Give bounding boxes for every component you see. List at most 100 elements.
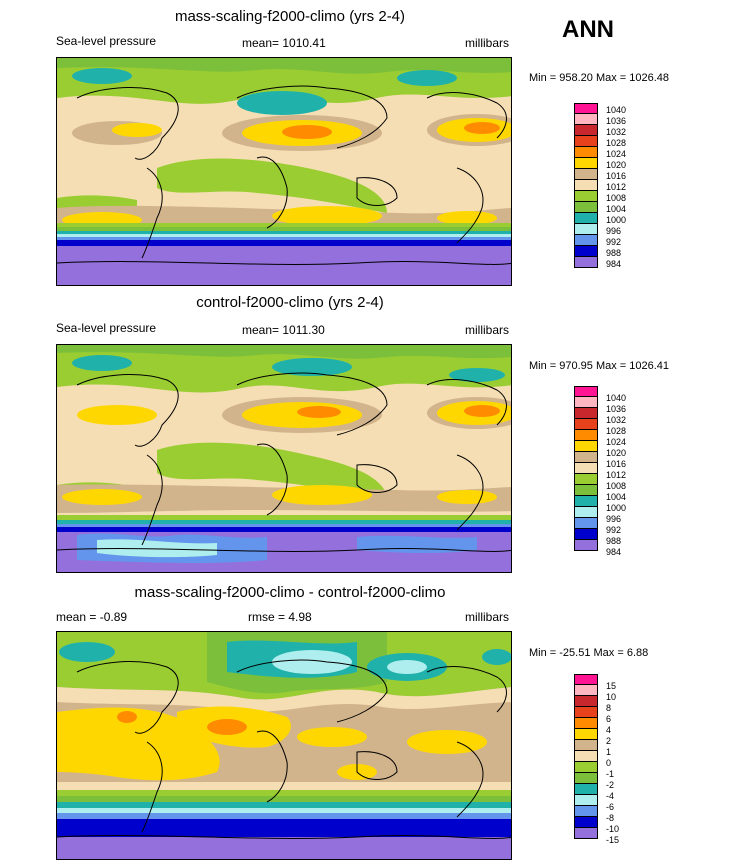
panel2-colorbar-swatch [574,496,598,507]
panel1-colorbar-swatch [574,235,598,246]
panel3-colorbar-swatch [574,773,598,784]
panel1-colorbar-label: 1000 [606,215,627,225]
panel1-colorbar-swatch [574,103,598,114]
panel3-colorbar-label: 15 [606,681,617,691]
panel3-colorbar-label: 8 [606,703,612,713]
panel1-colorbar-label: 1028 [606,138,627,148]
panel3-colorbar-swatch [574,762,598,773]
panel3-colorbar-label: 4 [606,725,612,735]
season-label: ANN [562,16,614,43]
panel3-colorbar-label: 10 [606,692,617,702]
panel1-colorbar-label: 1008 [606,193,627,203]
panel1-colorbar-swatch [574,202,598,213]
panel2-colorbar-swatch [574,408,598,419]
panel3-colorbar-swatch [574,806,598,817]
panel1-colorbar-label: 1040 [606,105,627,115]
panel1-colorbar-label: 996 [606,226,622,236]
panel3-colorbar-label: -10 [606,824,620,834]
panel2-colorbar-label: 984 [606,547,622,557]
panel2-colorbar-swatch [574,430,598,441]
panel3-colorbar-swatch [574,729,598,740]
panel1-colorbar-swatch [574,136,598,147]
panel1-colorbar-swatch [574,180,598,191]
panel2-colorbar-swatch [574,452,598,463]
panel2-map [56,344,512,573]
panel1-colorbar-swatch [574,191,598,202]
panel1-colorbar-label: 1012 [606,182,627,192]
panel2-colorbar-swatch [574,485,598,496]
panel3-units-label: millibars [465,610,510,624]
panel1-colorbar-swatch [574,114,598,125]
panel2-mean-label: mean= 1011.30 [242,323,325,337]
panel3-colorbar-label: -15 [606,835,620,845]
panel3-colorbar-label: -2 [606,780,615,790]
panel1-colorbar-label: 1004 [606,204,627,214]
panel3-colorbar-label: -6 [606,802,615,812]
panel3-rmse-label: rmse = 4.98 [248,610,312,624]
panel1-title: mass-scaling-f2000-climo (yrs 2-4) [174,8,406,25]
panel2-colorbar-label: 1012 [606,470,627,480]
panel3-colorbar-swatch [574,718,598,729]
panel2-colorbar-label: 988 [606,536,622,546]
panel3-colorbar-swatch [574,707,598,718]
panel2-colorbar-label: 992 [606,525,622,535]
panel2-variable-label: Sea-level pressure [56,321,157,335]
panel1-colorbar-swatch [574,246,598,257]
panel1-colorbar-swatch [574,125,598,136]
panel1-colorbar-label: 1032 [606,127,627,137]
panel3-colorbar-swatch [574,784,598,795]
panel3-colorbar-label: 6 [606,714,612,724]
panel1-colorbar-swatch [574,257,598,268]
panel3-colorbar-label: 1 [606,747,612,757]
panel3-colorbar-label: -1 [606,769,615,779]
panel2-colorbar-swatch [574,474,598,485]
panel1-colorbar-label: 988 [606,248,622,258]
panel2-colorbar-swatch [574,397,598,408]
panel3-colorbar-label: 2 [606,736,612,746]
panel1-colorbar-label: 1016 [606,171,627,181]
panel2-colorbar-label: 1004 [606,492,627,502]
panel2-minmax: Min = 970.95 Max = 1026.41 [529,360,670,372]
panel2-colorbar-swatch [574,540,598,551]
panel2-colorbar-swatch [574,463,598,474]
panel3-mean-label: mean = -0.89 [56,610,128,624]
panel2-colorbar-label: 1008 [606,481,627,491]
panel1-variable-label: Sea-level pressure [56,34,157,48]
panel1-colorbar-swatch [574,158,598,169]
panel2-colorbar-swatch [574,507,598,518]
panel3-colorbar-swatch [574,674,598,685]
panel1-colorbar-label: 992 [606,237,622,247]
panel2-colorbar-label: 1024 [606,437,627,447]
panel3-colorbar-swatch [574,740,598,751]
panel3-colorbar-swatch [574,828,598,839]
panel1-colorbar-swatch [574,213,598,224]
panel2-colorbar-label: 1016 [606,459,627,469]
panel1-colorbar-swatch [574,169,598,180]
panel2-colorbar-swatch [574,518,598,529]
panel1-minmax: Min = 958.20 Max = 1026.48 [529,72,670,84]
panel1-colorbar-swatch [574,224,598,235]
panel3-colorbar-swatch [574,817,598,828]
panel3-colorbar-swatch [574,751,598,762]
panel2-colorbar-swatch [574,529,598,540]
panel3-colorbar-label: -8 [606,813,615,823]
panel2-colorbar-swatch [574,441,598,452]
panel2-colorbar-label: 1000 [606,503,627,513]
panel2-title: control-f2000-climo (yrs 2-4) [196,294,384,311]
panel1-colorbar-label: 984 [606,259,622,269]
panel2-colorbar-label: 1028 [606,426,627,436]
panel3-map [56,631,512,860]
panel2-colorbar-label: 1040 [606,393,627,403]
panel2-colorbar [574,386,598,551]
panel2-colorbar-swatch [574,386,598,397]
panel3-colorbar-label: 0 [606,758,612,768]
panel3-colorbar-swatch [574,685,598,696]
panel3-minmax: Min = -25.51 Max = 6.88 [529,647,649,659]
panel1-colorbar-label: 1024 [606,149,627,159]
panel1-mean-label: mean= 1010.41 [242,36,326,50]
panel1-colorbar [574,103,598,268]
panel3-colorbar-swatch [574,696,598,707]
panel2-units-label: millibars [465,323,510,337]
panel1-colorbar-label: 1020 [606,160,627,170]
panel1-colorbar-swatch [574,147,598,158]
